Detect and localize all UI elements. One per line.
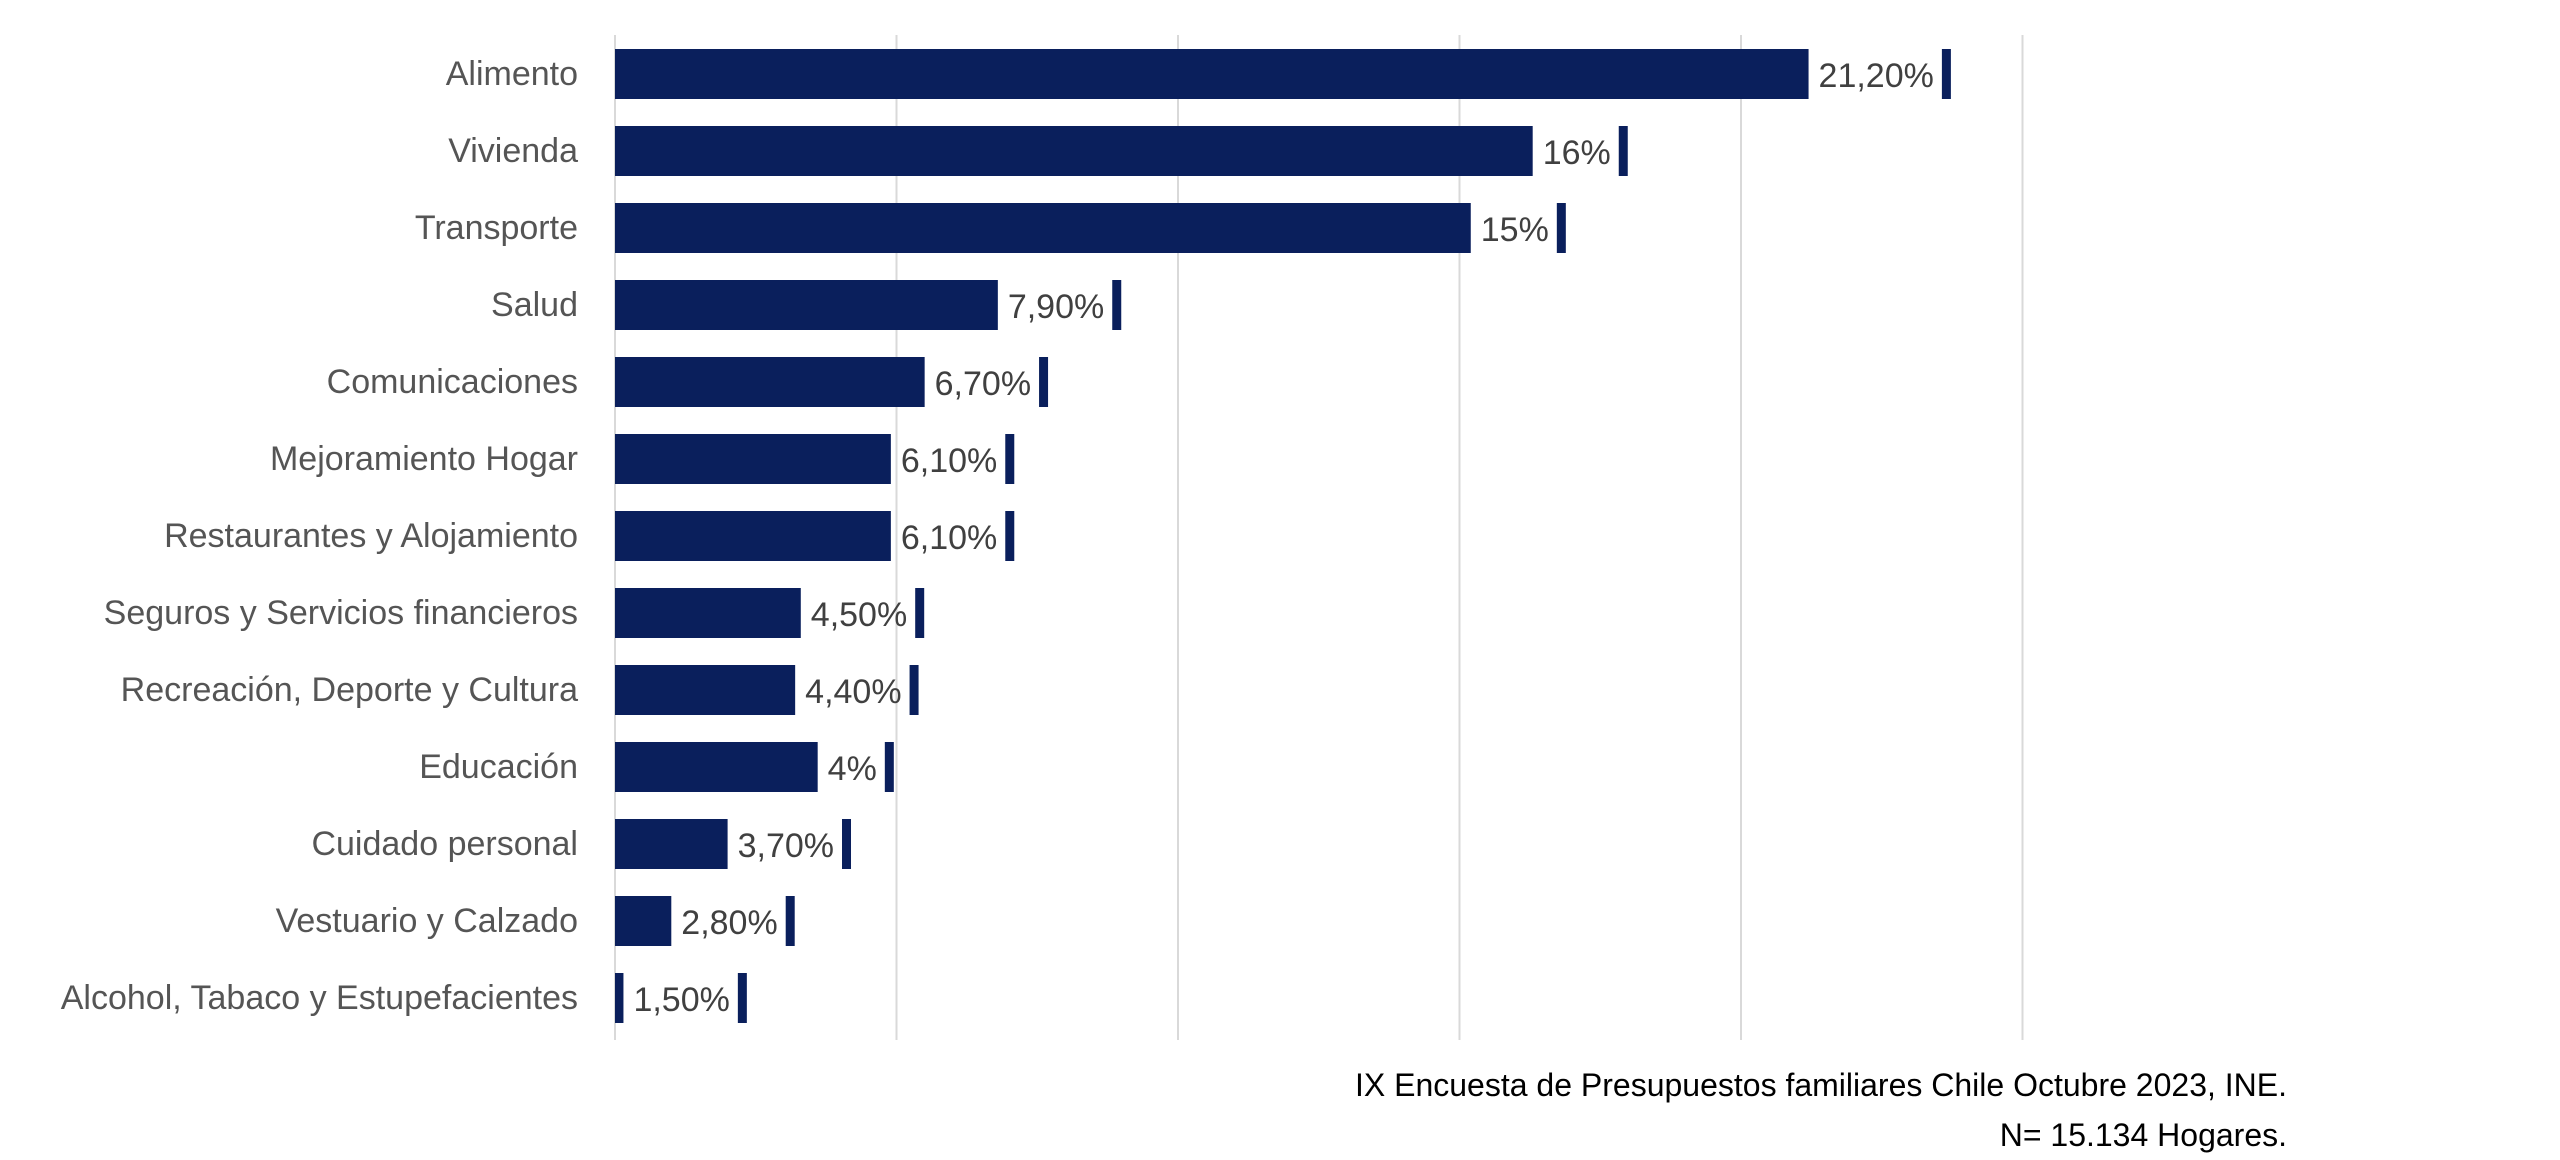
- bar: [615, 896, 672, 946]
- gridlines: [614, 35, 2024, 1040]
- bar: [615, 434, 891, 484]
- data-label: 4,50%: [811, 596, 907, 634]
- data-label: 3,70%: [738, 827, 834, 865]
- bar-end-marker: [1005, 434, 1015, 484]
- bar-end-marker: [915, 588, 925, 638]
- bar: [615, 49, 1809, 99]
- bar-end-marker: [1005, 511, 1015, 561]
- bar-end-marker: [1618, 126, 1628, 176]
- bar-end-marker: [884, 742, 894, 792]
- bar: [615, 126, 1533, 176]
- category-label: Restaurantes y Alojamiento: [164, 517, 578, 555]
- bar-end-marker: [1039, 357, 1049, 407]
- bar: [615, 511, 891, 561]
- data-label: 16%: [1543, 134, 1611, 172]
- data-label: 1,50%: [633, 981, 729, 1019]
- category-label: Transporte: [415, 209, 578, 247]
- bar-end-marker: [1112, 280, 1122, 330]
- bars: [615, 49, 1951, 1023]
- labels: Alimento 21,20% Vivienda 16% Transporte 15% Sa…: [61, 55, 1934, 1019]
- bar-end-marker: [785, 896, 795, 946]
- category-label: Salud: [491, 286, 578, 324]
- bar: [615, 973, 624, 1023]
- source-line-2: N= 15.134 Hogares.: [1999, 1117, 2287, 1153]
- category-label: Seguros y Servicios financieros: [104, 594, 578, 632]
- bar: [615, 819, 728, 869]
- bar: [615, 203, 1471, 253]
- data-label: 6,10%: [901, 442, 997, 480]
- source-line-1: IX Encuesta de Presupuestos familiares C…: [1354, 1067, 2287, 1103]
- bar: [615, 588, 801, 638]
- category-label: Alimento: [446, 55, 578, 93]
- data-label: 2,80%: [681, 904, 777, 942]
- bar: [615, 665, 796, 715]
- data-label: 15%: [1481, 211, 1549, 249]
- bar-end-marker: [1556, 203, 1566, 253]
- data-label: 6,10%: [901, 519, 997, 557]
- data-label: 4%: [828, 750, 877, 788]
- bar-end-marker: [842, 819, 852, 869]
- bar-end-marker: [909, 665, 919, 715]
- category-label: Vivienda: [448, 132, 578, 170]
- bar-end-marker: [1941, 49, 1951, 99]
- category-label: Recreación, Deporte y Cultura: [121, 671, 578, 709]
- category-label: Alcohol, Tabaco y Estupefacientes: [61, 979, 578, 1017]
- bar-end-marker: [737, 973, 747, 1023]
- category-label: Vestuario y Calzado: [276, 902, 578, 940]
- category-label: Educación: [419, 748, 578, 786]
- category-label: Mejoramiento Hogar: [270, 440, 578, 478]
- bar: [615, 280, 998, 330]
- source-note: IX Encuesta de Presupuestos familiares C…: [1355, 1060, 2287, 1160]
- data-label: 4,40%: [805, 673, 901, 711]
- data-label: 7,90%: [1008, 288, 1104, 326]
- data-label: 6,70%: [935, 365, 1031, 403]
- data-label: 21,20%: [1819, 57, 1934, 95]
- category-label: Cuidado personal: [311, 825, 578, 863]
- bar: [615, 742, 818, 792]
- category-label: Comunicaciones: [327, 363, 578, 401]
- bar: [615, 357, 925, 407]
